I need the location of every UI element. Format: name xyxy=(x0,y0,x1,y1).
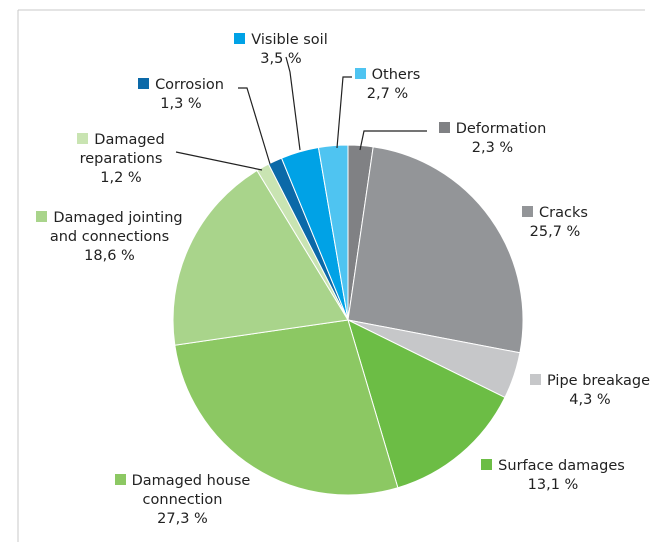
leader-line xyxy=(285,56,301,151)
category-name: Damaged reparations xyxy=(79,132,165,167)
category-name: Damaged house connection xyxy=(131,473,251,508)
value-label: 27,3 % xyxy=(157,511,208,527)
legend-swatch xyxy=(36,211,48,222)
legend-swatch xyxy=(114,474,126,485)
pie-slice xyxy=(347,146,524,354)
pie-slice xyxy=(174,319,399,496)
value-label: 4,3 % xyxy=(569,392,611,408)
slice-label: Pipe breakage 4,3 % xyxy=(520,372,659,410)
value-label: 25,7 % xyxy=(529,224,581,240)
slice-label: Deformation 2,3 % xyxy=(425,120,560,158)
category-name: Surface damages xyxy=(498,458,625,474)
legend-entry: Damaged house connection xyxy=(100,472,265,510)
slice-label: Damaged jointing and connections 18,6 % xyxy=(22,209,197,266)
slice-label: Damaged reparations 1,2 % xyxy=(62,131,180,188)
legend-entry: Others xyxy=(345,66,430,85)
leader-line xyxy=(336,76,352,149)
legend-swatch xyxy=(530,374,541,385)
legend-entry: Cracks xyxy=(510,204,600,223)
value-label: 2,7 % xyxy=(366,86,409,102)
leader-line xyxy=(238,87,271,165)
category-name: Cracks xyxy=(539,205,588,221)
value-label: 18,6 % xyxy=(84,248,135,264)
legend-entry: Deformation xyxy=(425,120,560,139)
legend-entry: Corrosion xyxy=(122,76,240,95)
pie-slice xyxy=(317,144,349,321)
legend-swatch xyxy=(438,122,450,133)
legend-entry: Visible soil xyxy=(222,31,340,50)
category-name: Pipe breakage xyxy=(547,373,650,389)
legend-swatch xyxy=(77,133,89,144)
slice-label: Corrosion 1,3 % xyxy=(122,76,240,114)
pie-slice xyxy=(347,319,506,489)
legend-entry: Damaged reparations xyxy=(62,131,180,169)
category-name: Visible soil xyxy=(251,32,328,48)
value-label: 13,1 % xyxy=(527,477,579,493)
value-label: 3,5 % xyxy=(260,51,302,67)
legend-entry: Pipe breakage xyxy=(520,372,659,391)
leader-line xyxy=(359,130,427,151)
legend-swatch xyxy=(354,68,366,79)
value-label: 2,3 % xyxy=(471,140,514,156)
slice-label: Visible soil 3,5 % xyxy=(222,31,340,69)
legend-swatch xyxy=(234,33,246,44)
slice-label: Damaged house connection 27,3 % xyxy=(100,472,265,529)
value-label: 1,2 % xyxy=(100,170,142,186)
legend-swatch xyxy=(522,206,534,217)
legend-entry: Damaged jointing and connections xyxy=(22,209,197,247)
legend-entry: Surface damages xyxy=(468,457,638,476)
category-name: Others xyxy=(371,67,421,83)
category-name: Corrosion xyxy=(155,77,224,93)
pie-slice xyxy=(172,169,349,346)
category-name: Deformation xyxy=(455,121,547,137)
slice-label: Others 2,7 % xyxy=(345,66,430,104)
slice-label: Cracks 25,7 % xyxy=(510,204,600,242)
legend-swatch xyxy=(481,459,493,470)
legend-swatch xyxy=(138,78,150,89)
leader-line xyxy=(175,151,263,171)
slice-label: Surface damages 13,1 % xyxy=(468,457,638,495)
category-name: Damaged jointing and connections xyxy=(49,210,183,245)
value-label: 1,3 % xyxy=(160,96,202,112)
